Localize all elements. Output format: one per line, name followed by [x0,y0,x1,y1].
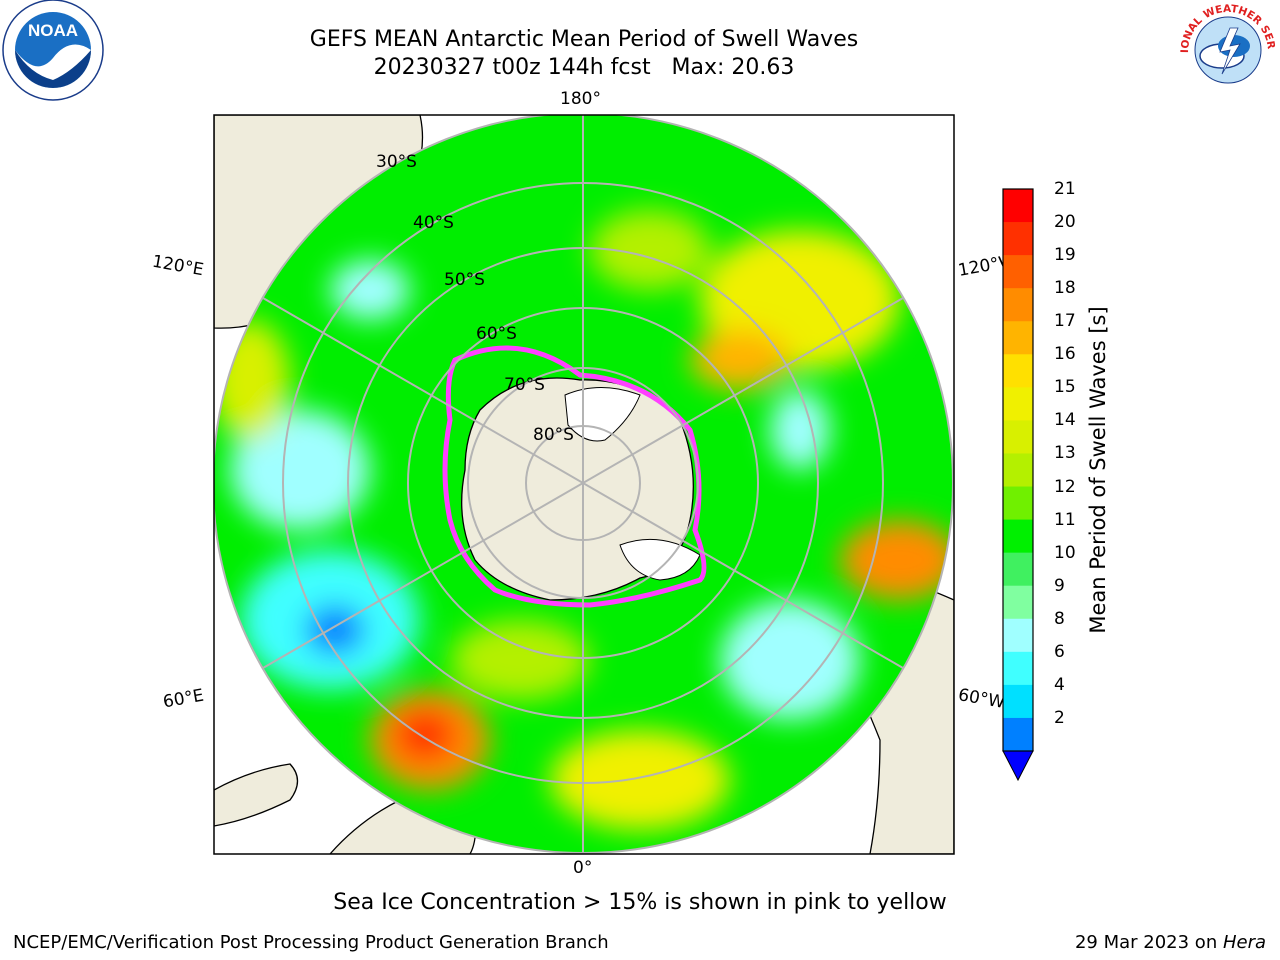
colorbar-band [1003,585,1033,620]
lat-label-50s: 50°S [444,270,485,290]
colorbar-tick-label: 19 [1054,245,1076,266]
lat-label-60s: 60°S [476,324,517,344]
lat-label-30s: 30°S [376,152,417,172]
map-frame [213,114,955,855]
sea-ice-edge [442,345,707,608]
weddell-ice-shelf [619,538,701,581]
colorbar-outline [1002,188,1034,752]
colorbar-label: Mean Period of Swell Waves [s] [1086,306,1110,634]
noaa-logo: NOAA [2,0,104,101]
colorbar-tick-label: 18 [1054,278,1076,299]
lat-label-40s: 40°S [413,213,454,233]
graticule [214,115,954,854]
colorbar-tick-label: 15 [1054,377,1076,398]
madagascar-land [214,763,299,827]
date-stamp: 29 Mar 2023 on Hera [1075,932,1266,953]
colorbar-band [1003,354,1033,388]
colorbar-band [1003,486,1033,521]
noaa-logo-text: NOAA [28,21,78,40]
sea-ice-note: Sea Ice Concentration > 15% is shown in … [333,890,947,915]
colorbar-band [1003,222,1033,256]
colorbar-band [1003,552,1033,587]
date-text: 29 Mar 2023 on [1074,932,1223,953]
colorbar-band [1003,387,1033,421]
map-title: GEFS MEAN Antarctic Mean Period of Swell… [309,27,859,52]
colorbar-tick-label: 2 [1054,707,1065,728]
colorbar-band [1003,255,1033,289]
colorbar-band [1003,717,1033,752]
colorbar-band [1003,189,1033,223]
colorbar-tick-label: 21 [1054,179,1076,199]
colorbar-tick-label: 10 [1054,542,1076,563]
lon-label-180: 180° [560,89,601,109]
colorbar-tick-label: 13 [1054,443,1076,464]
colorbar-band [1003,684,1033,719]
colorbar-band [1003,321,1033,355]
colorbar-band [1003,420,1033,454]
colorbar-tick-label: 12 [1054,476,1076,497]
colorbar-band [1003,288,1033,322]
colorbar-extend-arrow [1002,750,1034,782]
credit-text: NCEP/EMC/Verification Post Processing Pr… [13,932,609,953]
colorbar-tick-label: 9 [1054,575,1065,596]
host-name: Hera [1222,932,1266,953]
colorbar-tick-label: 4 [1054,674,1065,695]
colorbar-tick-label: 11 [1054,509,1076,530]
colorbar-band [1003,651,1033,686]
lat-label-80s: 80°S [533,425,574,445]
lat-label-70s: 70°S [504,375,545,395]
map-subtitle: 20230327 t00z 144h fcst Max: 20.63 [373,55,795,80]
colorbar [1002,188,1034,782]
colorbar-band [1003,618,1033,653]
colorbar-band [1003,453,1033,488]
colorbar-tick-label: 8 [1054,608,1065,629]
colorbar-tick-label: 6 [1054,641,1065,662]
colorbar-tick-label: 20 [1054,212,1076,233]
colorbar-band [1003,519,1033,554]
colorbar-tick-label: 16 [1054,344,1076,365]
nws-logo: NATIONAL WEATHER SERVICE [1176,0,1277,96]
colorbar-tick-label: 17 [1054,311,1076,332]
colorbar-tick-label: 14 [1054,410,1076,431]
lon-label-0: 0° [573,858,593,878]
